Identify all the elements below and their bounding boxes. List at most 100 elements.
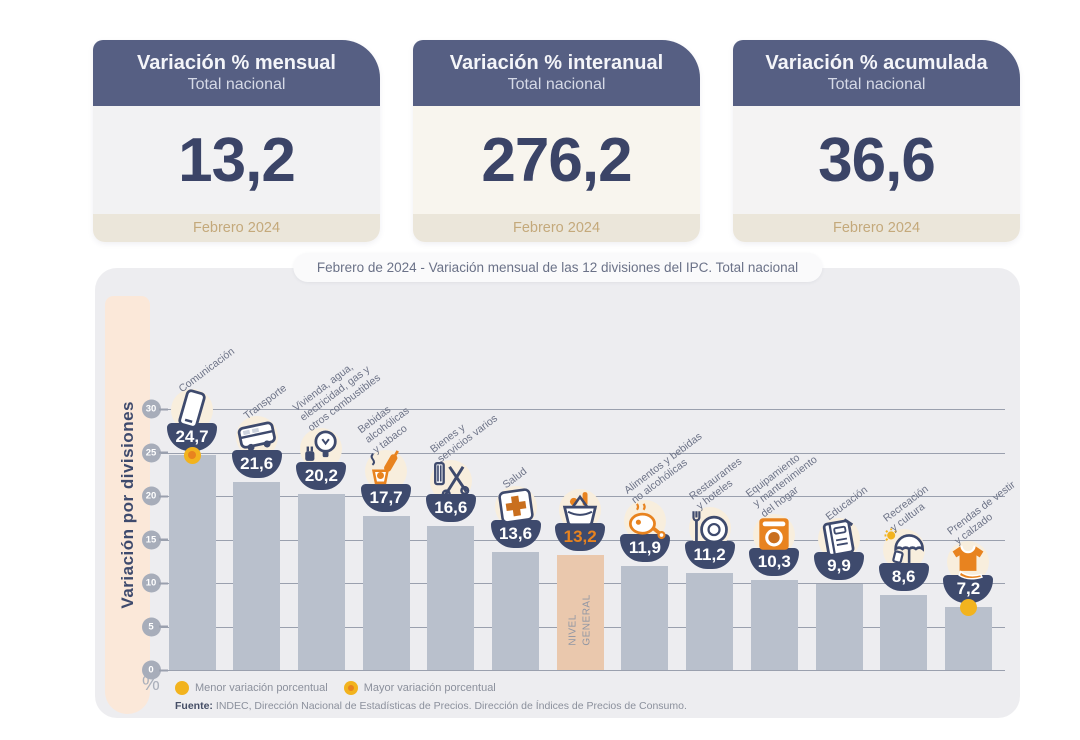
lightbulb-plug-icon — [299, 426, 343, 470]
source-label: Fuente: — [175, 700, 213, 712]
tshirt-icon — [946, 539, 990, 583]
bar — [297, 494, 345, 670]
washing-machine-icon — [752, 512, 796, 556]
shopping-basket-icon — [558, 487, 602, 531]
summary-card-acumulada: Variación % acumulada Total nacional 36,… — [733, 40, 1020, 242]
bar — [944, 607, 992, 670]
card-header: Variación % mensual Total nacional — [93, 40, 380, 106]
legend-item-min: Menor variación porcentual — [175, 681, 328, 695]
card-value: 13,2 — [178, 125, 296, 195]
chart-panel: Febrero de 2024 - Variación mensual de l… — [95, 253, 1020, 718]
bar-value: 13,2 — [563, 527, 597, 547]
bar — [686, 572, 734, 670]
card-period: Febrero 2024 — [733, 214, 1020, 242]
card-body: 36,6 — [733, 106, 1020, 214]
max-variation-marker — [183, 446, 201, 464]
phone-icon — [170, 387, 214, 431]
card-title: Variación % mensual — [137, 52, 336, 75]
bar-value-badge: 20,2 — [296, 462, 347, 491]
card-header: Variación % acumulada Total nacional — [733, 40, 1020, 106]
bar-value: 16,6 — [434, 497, 468, 517]
scissors-comb-icon — [429, 458, 473, 502]
bar-value: 9,9 — [827, 555, 851, 575]
gridline — [160, 452, 1005, 454]
card-title: Variación % interanual — [449, 52, 664, 75]
bar-value: 17,7 — [369, 488, 403, 507]
legend-item-max: Mayor variación porcentual — [343, 681, 496, 695]
card-period: Febrero 2024 — [413, 214, 700, 242]
max-variation-dot-icon — [343, 681, 358, 695]
bar-value-badge: 7,2 — [943, 575, 994, 604]
y-axis-tick: 15 — [141, 530, 168, 549]
bar — [815, 583, 863, 670]
summary-card-interanual: Variación % interanual Total nacional 27… — [413, 40, 700, 242]
min-variation-dot-icon — [175, 681, 189, 695]
division-label: Equipamiento y mantenimiento del hogar — [743, 452, 821, 521]
bar — [362, 516, 410, 670]
bar-value: 10,3 — [757, 552, 791, 572]
highlight-bar-label-text: NIVEL GENERAL — [567, 594, 593, 646]
division-label: Bienes y servicios varios — [427, 412, 500, 466]
fork-plate-icon — [688, 505, 732, 549]
card-value: 276,2 — [481, 125, 632, 195]
bar — [750, 580, 798, 670]
bar-value: 20,2 — [304, 466, 338, 486]
card-title: Variación % acumulada — [765, 52, 988, 75]
bar — [492, 551, 539, 670]
bar-value: 21,6 — [240, 454, 274, 474]
card-subtitle: Total nacional — [187, 76, 286, 94]
card-subtitle: Total nacional — [827, 76, 926, 94]
card-body: 13,2 — [93, 106, 380, 214]
min-variation-marker — [959, 598, 977, 616]
card-header: Variación % interanual Total nacional — [413, 40, 700, 106]
bar — [880, 595, 928, 670]
y-axis-tick: 10 — [141, 573, 168, 593]
health-cross-icon — [494, 484, 538, 528]
source-note: Fuente: INDEC, Dirección Nacional de Esta… — [175, 700, 687, 712]
bar — [427, 525, 475, 670]
roast-chicken-icon — [623, 498, 667, 542]
y-axis-tick: 25 — [141, 443, 168, 462]
chart-legend: Menor variación porcentual Mayor variaci… — [175, 681, 496, 695]
bar-value-badge: 11,2 — [684, 540, 735, 569]
chart-title: Febrero de 2024 - Variación mensual de l… — [292, 253, 823, 282]
legend-label-min: Menor variación porcentual — [195, 682, 328, 694]
legend-label-max: Mayor variación porcentual — [363, 682, 496, 694]
bar-chart-plot: 0 5 10 15 20 25 30 24,7 Comunicación 21,6 Transpor… — [95, 268, 1020, 718]
umbrella-sun-icon — [882, 527, 926, 571]
bus-icon — [235, 414, 279, 458]
bar-value: 11,2 — [693, 544, 726, 564]
notebook-pen-icon — [817, 516, 861, 560]
bar-value-badge: 16,6 — [425, 493, 476, 522]
y-axis-tick: 20 — [141, 486, 168, 506]
summary-cards-row: Variación % mensual Total nacional 13,2 … — [93, 40, 1020, 242]
summary-card-mensual: Variación % mensual Total nacional 13,2 … — [93, 40, 380, 242]
y-axis-tick: 0 — [141, 660, 168, 680]
bar-value: 11,9 — [628, 538, 661, 558]
bar-value-badge: 10,3 — [749, 548, 800, 577]
bar-value: 13,6 — [498, 523, 533, 543]
bar-value: 8,6 — [891, 567, 916, 587]
highlight-bar-label: NIVEL GENERAL — [557, 575, 604, 665]
source-text: INDEC, Dirección Nacional de Estadística… — [215, 700, 687, 712]
bottle-glass-icon — [364, 448, 408, 492]
y-axis-tick: 30 — [141, 399, 168, 419]
y-axis-tick: 5 — [141, 617, 168, 636]
card-body: 276,2 — [413, 106, 700, 214]
bar — [621, 566, 669, 670]
division-label: Prendas de vestir y calzado — [945, 478, 1018, 548]
bar-value-badge: 13,6 — [490, 519, 541, 548]
gridline — [160, 670, 1005, 671]
bar — [233, 482, 281, 670]
bar-value: 24,7 — [175, 427, 209, 447]
gridline — [160, 409, 1005, 410]
card-subtitle: Total nacional — [507, 76, 606, 94]
card-period: Febrero 2024 — [93, 214, 380, 242]
y-axis-label-strip: Variación por divisiones — [105, 296, 150, 714]
division-label: Bebidas alcohólicas y tabaco — [355, 403, 412, 456]
bar — [556, 555, 604, 670]
bar-value: 7,2 — [956, 579, 981, 599]
card-value: 36,6 — [818, 125, 936, 195]
bar — [168, 455, 216, 670]
